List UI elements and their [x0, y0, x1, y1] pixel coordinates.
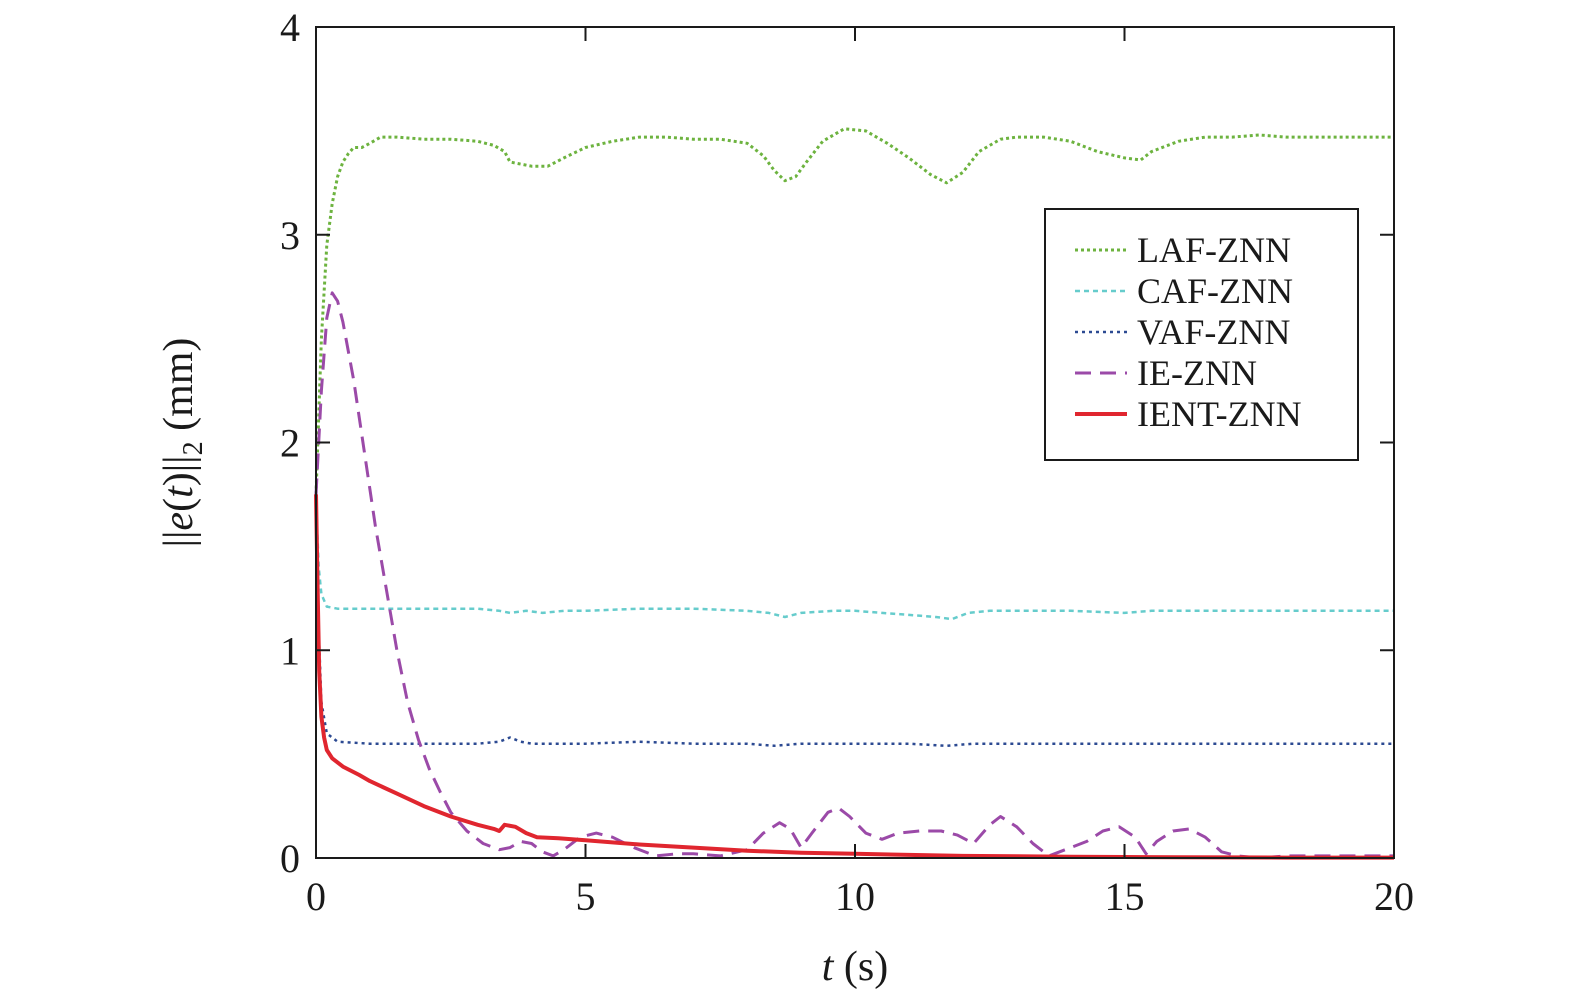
x-tick-label-2: 10 — [835, 874, 875, 919]
y-axis-arg: t — [156, 485, 202, 498]
y-tick-label-2: 2 — [280, 421, 300, 466]
x-tick-label-1: 5 — [576, 874, 596, 919]
y-axis-label: ||e(t)||2 (mm) — [156, 338, 209, 548]
y-tick-label-3: 3 — [280, 213, 300, 258]
y-axis-bars: || — [156, 455, 202, 472]
legend-label-0: LAF-ZNN — [1137, 230, 1291, 270]
series-ie-znn-line — [314, 291, 1394, 860]
x-axis-label: t (s) — [822, 944, 889, 990]
x-axis-var: t — [822, 944, 835, 990]
y-tick-label-0: 0 — [280, 836, 300, 881]
y-axis-var: e — [156, 512, 202, 531]
series-layer — [314, 127, 1394, 860]
legend-label-2: VAF-ZNN — [1137, 312, 1290, 352]
y-axis-subscript: 2 — [178, 441, 209, 455]
series-ient-znn-line — [314, 494, 1394, 860]
ticks-layer: 0 5 10 15 20 0 1 2 3 4 — [280, 5, 1414, 919]
y-axis-open: ( — [156, 498, 202, 512]
series-laf-znn-line — [314, 127, 1394, 495]
x-tick-label-4: 20 — [1374, 874, 1414, 919]
series-caf-znn-line — [314, 498, 1394, 621]
x-axis-unit: (s) — [833, 944, 888, 990]
x-tick-label-0: 0 — [306, 874, 326, 919]
y-axis-unit: (mm) — [156, 338, 202, 442]
legend-label-3: IE-ZNN — [1137, 353, 1257, 393]
y-axis-prefix: || — [156, 531, 202, 548]
y-axis-close: ) — [156, 472, 202, 486]
y-tick-label-4: 4 — [280, 5, 300, 50]
x-tick-label-3: 15 — [1105, 874, 1145, 919]
series-vaf-znn-line — [314, 498, 1394, 748]
legend-label-4: IENT-ZNN — [1137, 394, 1302, 434]
legend-label-1: CAF-ZNN — [1137, 271, 1293, 311]
legend-box — [1044, 208, 1359, 461]
y-tick-label-1: 1 — [280, 628, 300, 673]
